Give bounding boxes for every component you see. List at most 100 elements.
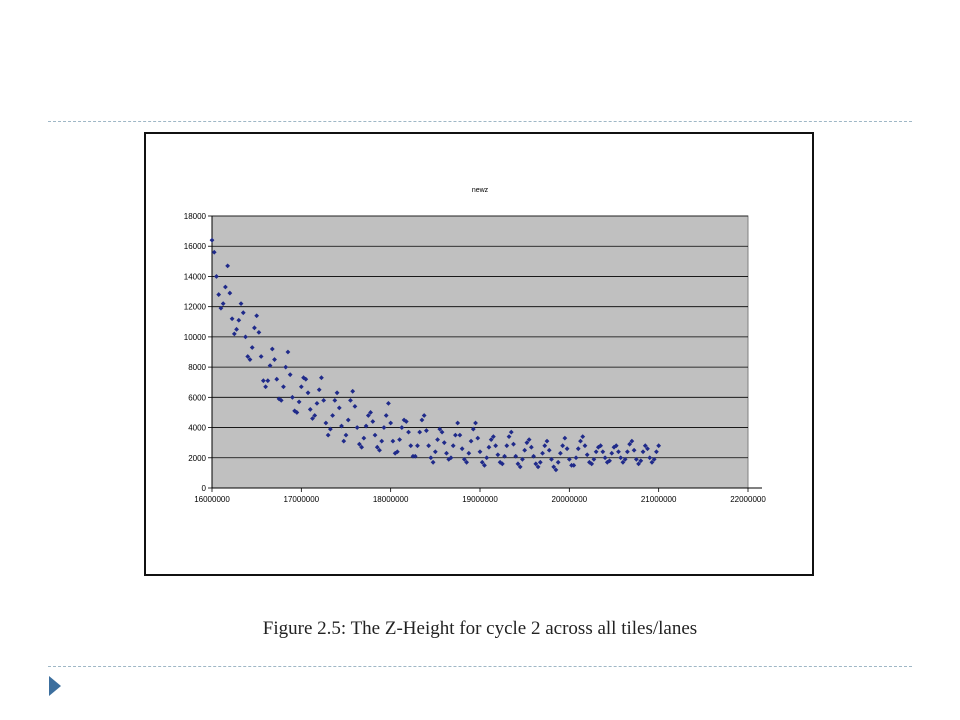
data-point: [403, 419, 409, 424]
data-point: [499, 461, 505, 467]
data-point: [528, 444, 534, 450]
data-point: [522, 447, 528, 453]
data-point: [580, 434, 586, 440]
data-point: [399, 425, 405, 430]
y-tick-label: 8000: [188, 363, 206, 372]
chart-container: 0 2000 4000 6000 8000 10000 12000 14000 16000 180…: [144, 132, 814, 576]
data-point: [290, 394, 295, 400]
data-point: [265, 378, 271, 384]
data-point: [323, 420, 329, 426]
data-point: [245, 354, 251, 359]
data-point: [611, 444, 617, 450]
data-point: [533, 461, 539, 467]
data-point: [651, 456, 657, 462]
data-point: [484, 455, 490, 461]
data-point: [531, 453, 536, 459]
data-point: [649, 459, 655, 465]
data-point: [486, 444, 492, 450]
data-point: [330, 413, 335, 418]
data-point: [379, 438, 385, 444]
data-point: [598, 443, 603, 449]
data-point: [234, 326, 239, 332]
data-point: [587, 459, 592, 465]
data-point: [325, 432, 331, 438]
data-point: [231, 331, 237, 337]
data-point: [444, 450, 449, 456]
data-point: [258, 354, 264, 359]
data-point: [566, 456, 572, 462]
data-point: [218, 305, 224, 311]
data-point: [216, 292, 222, 297]
data-point: [470, 426, 476, 432]
bottom-divider: [48, 666, 912, 667]
data-point: [357, 441, 362, 447]
data-point: [406, 429, 411, 435]
x-tick-label: 22000000: [730, 495, 766, 504]
data-point: [602, 455, 608, 461]
data-point: [417, 429, 423, 435]
data-point: [267, 363, 273, 368]
data-point: [629, 438, 635, 444]
data-point: [466, 450, 472, 456]
data-point: [616, 449, 621, 455]
data-point: [227, 290, 233, 296]
data-point: [214, 274, 219, 279]
data-point: [374, 444, 380, 450]
data-point: [453, 432, 458, 438]
x-tick-label: 21000000: [641, 495, 677, 504]
data-point: [430, 459, 436, 465]
data-point: [296, 399, 302, 405]
data-point: [593, 449, 599, 455]
data-point: [535, 464, 541, 470]
data-point: [225, 263, 231, 269]
data-point: [341, 438, 347, 444]
data-point: [540, 450, 545, 456]
data-point: [363, 423, 369, 429]
data-point: [269, 346, 275, 352]
data-point: [432, 449, 438, 455]
data-point: [631, 447, 637, 453]
data-point: [622, 456, 628, 462]
data-point: [558, 450, 563, 456]
data-point: [620, 459, 626, 465]
data-point: [332, 397, 338, 403]
x-tick-label: 20000000: [552, 495, 588, 504]
data-point: [560, 443, 566, 449]
data-point: [656, 443, 662, 449]
data-point: [524, 440, 530, 446]
data-point: [254, 313, 260, 319]
data-point: [450, 443, 456, 449]
data-point: [211, 249, 217, 255]
data-point: [388, 420, 394, 426]
data-point: [287, 372, 293, 378]
data-point: [229, 316, 235, 322]
data-point: [421, 413, 427, 418]
data-point: [636, 461, 641, 467]
data-point: [461, 456, 467, 462]
data-point: [397, 437, 402, 443]
data-point: [392, 450, 398, 456]
y-tick-label: 14000: [184, 272, 207, 281]
data-point: [377, 447, 382, 453]
data-point: [314, 400, 320, 406]
data-point: [361, 435, 367, 441]
data-point: [553, 467, 559, 473]
data-point: [426, 443, 432, 449]
data-point: [638, 458, 644, 464]
data-point: [441, 440, 447, 446]
data-point: [549, 456, 554, 462]
data-point: [482, 462, 487, 468]
data-point: [334, 390, 340, 396]
data-point: [345, 417, 351, 423]
data-point: [493, 443, 499, 449]
x-tick-label: 16000000: [194, 495, 230, 504]
data-point: [573, 455, 579, 461]
data-point: [365, 413, 371, 418]
data-point: [256, 329, 262, 335]
data-point: [240, 310, 246, 316]
data-point: [294, 410, 300, 415]
data-point: [419, 417, 425, 423]
data-point: [223, 284, 228, 290]
triangle-right-icon[interactable]: [49, 676, 61, 696]
data-point: [473, 420, 478, 426]
